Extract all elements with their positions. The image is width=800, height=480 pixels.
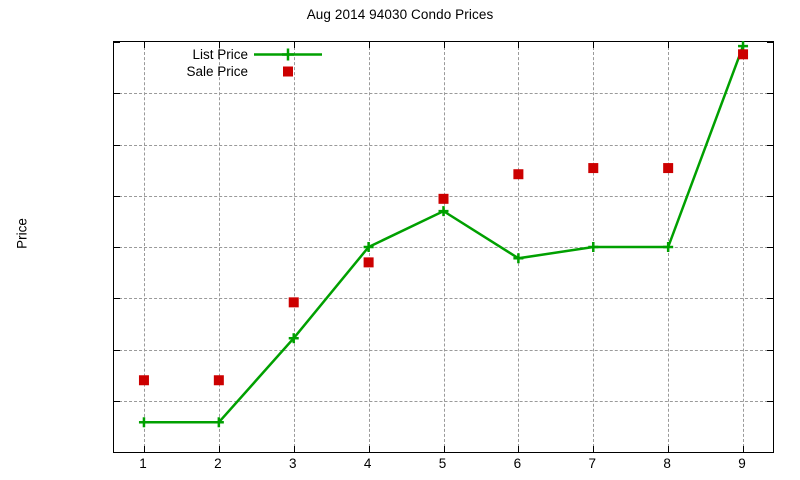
y-tick-mark [114, 93, 120, 95]
x-tick-mark [593, 446, 595, 452]
x-tick-mark [218, 446, 220, 452]
x-tick-mark [293, 446, 295, 452]
y-tick-mark [767, 400, 773, 402]
y-tick-mark [767, 452, 773, 453]
y-tick-mark [114, 247, 120, 248]
data-point-sale-price [138, 375, 149, 386]
data-point-sale-price [513, 169, 524, 180]
y-tick-mark [767, 247, 773, 248]
x-tick-mark [668, 42, 670, 48]
y-tick-mark [767, 298, 773, 300]
data-point-list-price [363, 242, 374, 252]
gridline-vertical [218, 42, 220, 452]
data-point-sale-price [213, 375, 224, 386]
data-point-list-price [438, 206, 449, 217]
x-tick-label: 5 [438, 456, 447, 471]
y-tick-mark [767, 93, 773, 95]
gridline-vertical [443, 42, 445, 452]
x-tick-label: 7 [588, 456, 597, 471]
data-point-sale-price [363, 257, 374, 268]
series-line-list-price [143, 45, 745, 424]
y-tick-mark [767, 144, 773, 146]
gridline-vertical [518, 42, 520, 452]
legend-label-sale-price: Sale Price [186, 64, 248, 79]
legend-entry-list-price: List Price [136, 46, 336, 63]
x-tick-mark [443, 42, 445, 48]
gridline-vertical [743, 42, 745, 452]
y-tick-mark [114, 400, 120, 402]
x-tick-mark [443, 446, 445, 452]
data-point-sale-price [663, 163, 674, 174]
x-tick-mark [143, 446, 145, 452]
y-tick-mark [767, 195, 773, 197]
x-tick-mark [368, 42, 370, 48]
x-tick-label: 8 [663, 456, 671, 471]
x-tick-mark [368, 446, 370, 452]
x-tick-label: 4 [363, 456, 372, 471]
x-tick-mark [293, 42, 295, 48]
x-tick-label: 9 [738, 456, 746, 471]
chart-title: Aug 2014 94030 Condo Prices [306, 7, 494, 22]
data-point-list-price [288, 333, 299, 344]
x-tick-mark [743, 446, 745, 452]
x-tick-mark [218, 42, 220, 48]
legend-entry-sale-price: Sale Price [136, 63, 336, 80]
legend-swatch-list-price-line-icon [250, 46, 326, 63]
x-tick-label: 2 [214, 456, 222, 471]
chart-legend: List Price Sale Price [136, 46, 336, 80]
data-point-sale-price [288, 297, 299, 308]
y-tick-mark [114, 42, 120, 43]
y-axis-label: Price [14, 218, 30, 249]
data-point-list-price [513, 253, 524, 264]
x-tick-mark [668, 446, 670, 452]
data-point-sale-price [438, 193, 449, 204]
y-tick-mark [114, 195, 120, 197]
data-point-list-price [138, 417, 149, 428]
y-tick-mark [114, 144, 120, 146]
x-tick-mark [143, 42, 145, 48]
y-tick-mark [114, 452, 120, 453]
x-tick-mark [593, 42, 595, 48]
gridline-vertical [293, 42, 295, 452]
data-point-list-price [663, 242, 674, 252]
y-tick-mark [767, 42, 773, 43]
x-tick-mark [518, 446, 520, 452]
gridline-vertical [143, 42, 145, 452]
x-tick-label: 1 [139, 456, 147, 471]
plot-area: List Price Sale Price [113, 41, 774, 453]
data-point-list-price [588, 242, 599, 252]
x-tick-label: 6 [513, 456, 522, 471]
data-point-list-price [213, 417, 224, 428]
y-tick-mark [114, 298, 120, 300]
y-tick-mark [114, 349, 120, 351]
x-tick-label: 3 [288, 456, 297, 471]
series-layer [138, 41, 749, 428]
legend-swatch-sale-price-square-icon [250, 63, 326, 80]
data-point-sale-price [738, 49, 749, 60]
legend-label-list-price: List Price [192, 47, 248, 62]
data-point-sale-price [588, 163, 599, 174]
y-tick-mark [767, 349, 773, 351]
x-tick-mark [518, 42, 520, 48]
